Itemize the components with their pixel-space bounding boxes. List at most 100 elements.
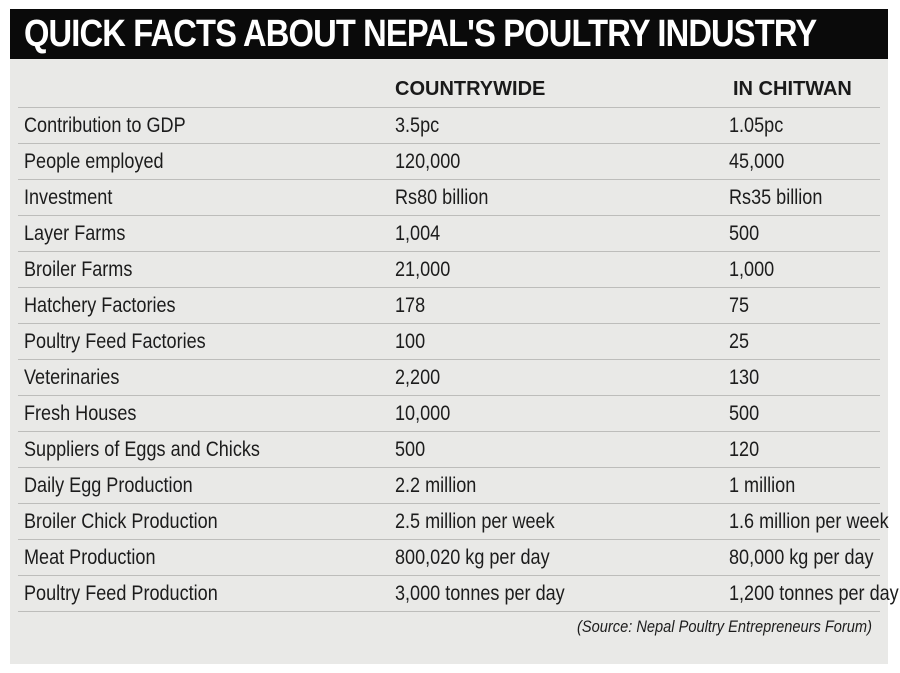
page-title: QUICK FACTS ABOUT NEPAL'S POULTRY INDUST… — [24, 12, 817, 55]
table-row: Daily Egg Production 2.2 million 1 million — [18, 468, 880, 504]
chitwan-value: 25 — [729, 329, 750, 353]
chitwan-value-cell: 120 — [729, 438, 876, 462]
countrywide-value-cell: 2.2 million — [395, 474, 733, 498]
facts-panel: QUICK FACTS ABOUT NEPAL'S POULTRY INDUST… — [10, 9, 899, 664]
chitwan-value-cell: 1.05pc — [729, 114, 876, 138]
chitwan-value-cell: Rs35 billion — [729, 186, 876, 210]
row-label-cell: Broiler Chick Production — [18, 510, 395, 534]
table-body: Contribution to GDP 3.5pc 1.05pc People emp… — [18, 108, 899, 612]
chitwan-value-cell: 45,000 — [729, 150, 876, 174]
chitwan-value: 130 — [729, 365, 760, 389]
row-label: Meat Production — [24, 545, 156, 569]
row-label: Daily Egg Production — [24, 473, 193, 497]
chitwan-value-cell: 1.6 million per week — [729, 510, 889, 534]
table-row: Suppliers of Eggs and Chicks 500 120 — [18, 432, 880, 468]
chitwan-value: 120 — [729, 437, 760, 461]
countrywide-value: 500 — [395, 437, 426, 461]
countrywide-value: Rs80 billion — [395, 185, 489, 209]
row-label-cell: Poultry Feed Factories — [18, 330, 395, 354]
row-label: Broiler Farms — [24, 257, 133, 281]
countrywide-value-cell: 800,020 kg per day — [395, 546, 733, 570]
header-cell-chitwan: IN CHITWAN — [733, 77, 852, 100]
countrywide-value: 120,000 — [395, 149, 461, 173]
row-label-cell: Investment — [18, 186, 395, 210]
chitwan-value: 1,200 tonnes per day — [729, 581, 899, 605]
table-row: Poultry Feed Production 3,000 tonnes per … — [18, 576, 899, 612]
countrywide-value: 2.2 million — [395, 473, 477, 497]
chitwan-value: 80,000 kg per day — [729, 545, 874, 569]
table-row: Fresh Houses 10,000 500 — [18, 396, 880, 432]
row-label: Investment — [24, 185, 113, 209]
table-row: Hatchery Factories 178 75 — [18, 288, 880, 324]
chitwan-value: 1,000 — [729, 257, 775, 281]
countrywide-value: 1,004 — [395, 221, 441, 245]
row-label-cell: Daily Egg Production — [18, 474, 395, 498]
countrywide-value: 21,000 — [395, 257, 451, 281]
table-row: People employed 120,000 45,000 — [18, 144, 880, 180]
row-label-cell: People employed — [18, 150, 395, 174]
table-row: Layer Farms 1,004 500 — [18, 216, 880, 252]
countrywide-value-cell: 3,000 tonnes per day — [395, 582, 733, 606]
chitwan-value: 1 million — [729, 473, 796, 497]
countrywide-value-cell: 2,200 — [395, 366, 733, 390]
countrywide-value-cell: 1,004 — [395, 222, 733, 246]
row-label: Fresh Houses — [24, 401, 137, 425]
row-label: Layer Farms — [24, 221, 126, 245]
countrywide-value-cell: 100 — [395, 330, 733, 354]
countrywide-value: 178 — [395, 293, 426, 317]
countrywide-value: 2.5 million per week — [395, 509, 555, 533]
chitwan-value: 500 — [729, 221, 760, 245]
countrywide-value: 3,000 tonnes per day — [395, 581, 565, 605]
countrywide-value: 2,200 — [395, 365, 441, 389]
title-bar: QUICK FACTS ABOUT NEPAL'S POULTRY INDUST… — [10, 9, 888, 59]
countrywide-value-cell: 178 — [395, 294, 733, 318]
chitwan-value-cell: 1,200 tonnes per day — [729, 582, 899, 606]
chitwan-value: 75 — [729, 293, 750, 317]
row-label-cell: Poultry Feed Production — [18, 582, 395, 606]
chitwan-value-cell: 1,000 — [729, 258, 876, 282]
row-label-cell: Fresh Houses — [18, 402, 395, 426]
table-row: Meat Production 800,020 kg per day 80,000 … — [18, 540, 880, 576]
chitwan-value: 1.05pc — [729, 113, 784, 137]
row-label: Poultry Feed Production — [24, 581, 218, 605]
table-row: Broiler Chick Production 2.5 million per … — [18, 504, 889, 540]
chitwan-value-cell: 25 — [729, 330, 876, 354]
row-label: Hatchery Factories — [24, 293, 176, 317]
countrywide-value-cell: 3.5pc — [395, 114, 733, 138]
table-row: Contribution to GDP 3.5pc 1.05pc — [18, 108, 880, 144]
row-label: Broiler Chick Production — [24, 509, 218, 533]
table-row: Investment Rs80 billion Rs35 billion — [18, 180, 880, 216]
row-label-cell: Veterinaries — [18, 366, 395, 390]
chitwan-value-cell: 1 million — [729, 474, 876, 498]
row-label: Contribution to GDP — [24, 113, 186, 137]
row-label: Veterinaries — [24, 365, 120, 389]
row-label-cell: Suppliers of Eggs and Chicks — [18, 438, 395, 462]
chitwan-value-cell: 130 — [729, 366, 876, 390]
chitwan-value: 45,000 — [729, 149, 785, 173]
chitwan-value: Rs35 billion — [729, 185, 823, 209]
header-cell-countrywide: COUNTRYWIDE — [395, 77, 546, 100]
facts-table: COUNTRYWIDE IN CHITWAN Contribution to G… — [18, 71, 899, 612]
row-label-cell: Broiler Farms — [18, 258, 395, 282]
row-label-cell: Layer Farms — [18, 222, 395, 246]
row-label: Suppliers of Eggs and Chicks — [24, 437, 260, 461]
chitwan-value: 1.6 million per week — [729, 509, 889, 533]
chitwan-value-cell: 75 — [729, 294, 876, 318]
chitwan-value-cell: 500 — [729, 402, 876, 426]
table-row: Veterinaries 2,200 130 — [18, 360, 880, 396]
row-label: Poultry Feed Factories — [24, 329, 206, 353]
countrywide-value-cell: 10,000 — [395, 402, 733, 426]
countrywide-value-cell: 500 — [395, 438, 733, 462]
table-row: Poultry Feed Factories 100 25 — [18, 324, 880, 360]
countrywide-value: 800,020 kg per day — [395, 545, 550, 569]
countrywide-value: 100 — [395, 329, 426, 353]
row-label-cell: Contribution to GDP — [18, 114, 395, 138]
chitwan-value-cell: 500 — [729, 222, 876, 246]
table-header: COUNTRYWIDE IN CHITWAN — [18, 71, 880, 108]
countrywide-value-cell: 2.5 million per week — [395, 510, 733, 534]
countrywide-value: 10,000 — [395, 401, 451, 425]
row-label-cell: Meat Production — [18, 546, 395, 570]
countrywide-value-cell: 120,000 — [395, 150, 733, 174]
countrywide-value-cell: 21,000 — [395, 258, 733, 282]
table-row: Broiler Farms 21,000 1,000 — [18, 252, 880, 288]
